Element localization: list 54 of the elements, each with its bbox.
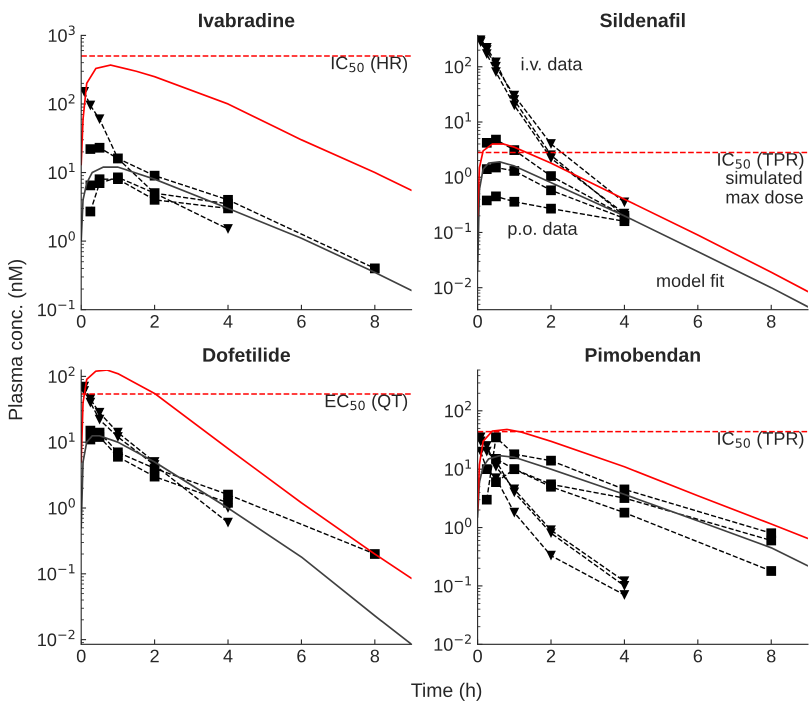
y-tick-label: 10$^{−1}$ bbox=[38, 564, 75, 580]
x-tick-label: 2 bbox=[150, 650, 159, 662]
y-tick-label: 10$^{−2}$ bbox=[434, 634, 471, 651]
x-tick-label: 0 bbox=[76, 315, 86, 328]
ref-line-label: EC$_{50}$ (QT) bbox=[326, 394, 408, 411]
chart-title: Dofetilide bbox=[203, 348, 290, 362]
ref-line-label: IC$_{50}$ (TPR) bbox=[718, 432, 804, 448]
y-tick-label: 10$^{1}$ bbox=[48, 162, 75, 180]
x-tick-label: 6 bbox=[694, 315, 702, 328]
y-tick-label: 10$^{0}$ bbox=[445, 167, 472, 184]
ref-line-label: IC$_{50}$ (HR) bbox=[332, 56, 408, 73]
x-tick-label: 6 bbox=[297, 315, 306, 328]
y-tick-label: 10$^{0}$ bbox=[445, 518, 472, 534]
chart-title: Sildenafil bbox=[600, 12, 685, 28]
annotation: i.v. data bbox=[522, 57, 582, 70]
x-tick-label: 4 bbox=[620, 315, 629, 328]
x-tick-label: 8 bbox=[767, 315, 776, 328]
y-tick-label: 10$^{1}$ bbox=[445, 112, 471, 129]
y-tick-label: 10$^{−2}$ bbox=[38, 630, 74, 646]
x-tick-label: 0 bbox=[473, 315, 482, 328]
x-tick-label: 0 bbox=[76, 650, 86, 662]
y-tick-label: 10$^{−1}$ bbox=[434, 576, 471, 593]
chart-title: Pimobendan bbox=[586, 348, 700, 362]
x-tick-label: 8 bbox=[767, 650, 776, 662]
x-tick-label: 4 bbox=[223, 650, 233, 662]
y-tick-label: 10$^{2}$ bbox=[48, 94, 74, 111]
annotation: simulated max dose bbox=[726, 170, 803, 204]
y-tick-label: 10$^{0}$ bbox=[48, 231, 75, 248]
x-tick-label: 2 bbox=[150, 315, 159, 328]
x-tick-label: 8 bbox=[370, 315, 380, 328]
x-tick-label: 4 bbox=[223, 315, 233, 328]
y-tick-label: 10$^{3}$ bbox=[48, 26, 75, 42]
x-tick-label: 2 bbox=[546, 315, 556, 328]
x-tick-label: 6 bbox=[297, 650, 306, 662]
y-tick-label: 10$^{2}$ bbox=[48, 366, 74, 383]
y-tick-label: 10$^{1}$ bbox=[48, 432, 75, 449]
x-tick-label: 6 bbox=[694, 650, 702, 662]
x-tick-label: 0 bbox=[473, 650, 482, 662]
y-tick-label: 10$^{0}$ bbox=[48, 498, 75, 515]
y-tick-label: 10$^{−1}$ bbox=[38, 300, 75, 316]
chart-title: Ivabradine bbox=[199, 12, 294, 28]
y-tick-label: 10$^{1}$ bbox=[445, 459, 471, 476]
annotation: p.o. data bbox=[508, 222, 578, 239]
x-tick-label: 4 bbox=[620, 650, 629, 662]
y-tick-label: 10$^{2}$ bbox=[445, 56, 471, 74]
y-tick-label: 10$^{2}$ bbox=[445, 400, 471, 418]
x-axis-title: Time (h) bbox=[411, 682, 482, 701]
y-axis-title: Plasma conc. (nM) bbox=[8, 260, 26, 420]
x-tick-label: 8 bbox=[370, 650, 380, 662]
annotation: model fit bbox=[657, 274, 724, 288]
y-tick-label: 10$^{−2}$ bbox=[434, 278, 471, 294]
ref-line-label: IC$_{50}$ (TPR) bbox=[718, 152, 804, 170]
x-tick-label: 2 bbox=[546, 650, 556, 662]
y-tick-label: 10$^{−1}$ bbox=[434, 222, 471, 240]
